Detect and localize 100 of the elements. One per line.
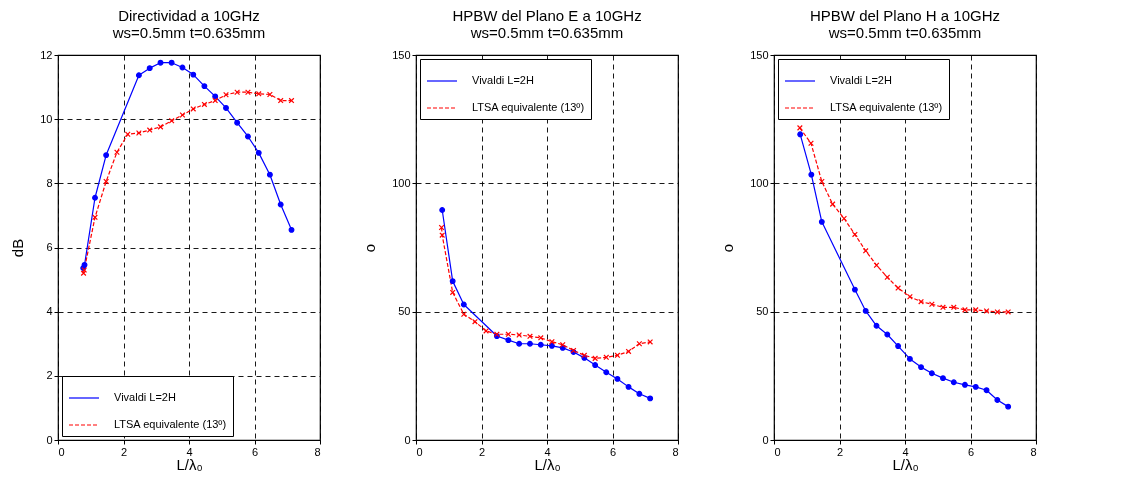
chart-subtitle: ws=0.5mm t=0.635mm <box>827 24 982 41</box>
point <box>603 354 610 361</box>
point <box>135 130 142 136</box>
x-axis-title: L/λ₀ <box>534 455 561 473</box>
point <box>234 119 241 126</box>
point <box>146 127 153 134</box>
x-tick-label: 2 <box>836 445 844 458</box>
y-axis-title: o <box>719 243 737 253</box>
legend-label: Vivaldi L=2H <box>472 74 534 86</box>
point <box>884 331 891 338</box>
point <box>548 338 555 345</box>
x-tick-label: 6 <box>251 445 259 458</box>
x-tick-label: 4 <box>544 445 551 458</box>
point <box>647 395 654 402</box>
point <box>862 307 869 314</box>
legend-label: LTSA equivalente (13º) <box>114 418 227 430</box>
x-tick-label: 2 <box>120 445 128 458</box>
point <box>146 65 153 72</box>
point <box>950 379 957 386</box>
point <box>255 149 262 156</box>
point <box>81 261 88 268</box>
point <box>961 381 968 388</box>
point <box>460 301 467 308</box>
x-tick-label: 2 <box>478 445 486 458</box>
point <box>636 390 643 397</box>
point <box>92 194 98 201</box>
point <box>829 201 836 208</box>
chart-subtitle: ws=0.5mm t=0.635mm <box>469 24 624 41</box>
point <box>168 59 175 66</box>
point <box>288 226 295 233</box>
y-tick-label: 100 <box>750 176 769 189</box>
point <box>527 333 533 340</box>
point <box>983 307 990 314</box>
point <box>647 339 654 345</box>
point <box>190 105 197 112</box>
point <box>592 362 599 368</box>
y-tick-label: 8 <box>46 176 53 189</box>
y-axis-title: dB <box>9 238 27 258</box>
point <box>157 59 164 66</box>
x-tick-label: 8 <box>1030 445 1037 458</box>
point <box>266 171 273 178</box>
point <box>505 331 512 338</box>
point <box>994 308 1001 315</box>
point <box>818 218 825 225</box>
point <box>983 387 990 394</box>
x-tick-label: 6 <box>967 445 975 458</box>
legend-label: Vivaldi L=2H <box>114 391 176 403</box>
point <box>516 340 523 347</box>
point <box>972 383 979 390</box>
point <box>603 369 610 376</box>
point <box>906 293 913 300</box>
point <box>179 112 186 118</box>
y-tick-label: 4 <box>46 305 53 318</box>
point <box>201 83 208 90</box>
point <box>862 247 869 254</box>
y-tick-label: 10 <box>40 112 53 125</box>
point <box>873 262 880 269</box>
x-axis-title: L/λ₀ <box>176 455 203 473</box>
point <box>449 278 456 285</box>
point <box>972 306 979 313</box>
y-tick-label: 6 <box>46 241 53 253</box>
point <box>472 318 478 325</box>
x-tick-label: 8 <box>672 445 679 458</box>
point <box>505 337 512 344</box>
point <box>190 71 197 78</box>
point <box>439 207 446 213</box>
point <box>592 355 599 362</box>
point <box>92 214 98 221</box>
point <box>277 97 284 104</box>
point <box>851 286 858 293</box>
point <box>537 341 544 348</box>
point <box>808 171 815 178</box>
y-tick-label: 150 <box>750 48 769 61</box>
chart-title: HPBW del Plano E a 10GHz <box>452 7 642 24</box>
point <box>940 304 946 311</box>
point <box>614 375 621 382</box>
point <box>212 97 219 104</box>
point <box>918 298 924 305</box>
point <box>103 178 110 185</box>
point <box>797 131 804 138</box>
point <box>179 64 186 71</box>
chart-title: HPBW del Plano H a 10GHz <box>809 7 1001 24</box>
point <box>527 340 533 347</box>
y-tick-label: 50 <box>398 305 411 318</box>
point <box>873 322 880 329</box>
point <box>625 383 632 390</box>
point <box>940 375 946 382</box>
y-tick-label: 0 <box>762 433 769 446</box>
point <box>906 355 913 362</box>
point <box>135 72 142 79</box>
y-tick-label: 100 <box>392 176 411 189</box>
point <box>1005 403 1012 410</box>
point <box>277 201 284 208</box>
point <box>157 123 164 130</box>
point <box>245 89 251 96</box>
chart-title: Directividad a 10GHz <box>118 7 260 24</box>
x-tick-label: 6 <box>609 445 617 458</box>
point <box>245 133 251 140</box>
point <box>614 352 621 359</box>
point <box>266 91 273 98</box>
